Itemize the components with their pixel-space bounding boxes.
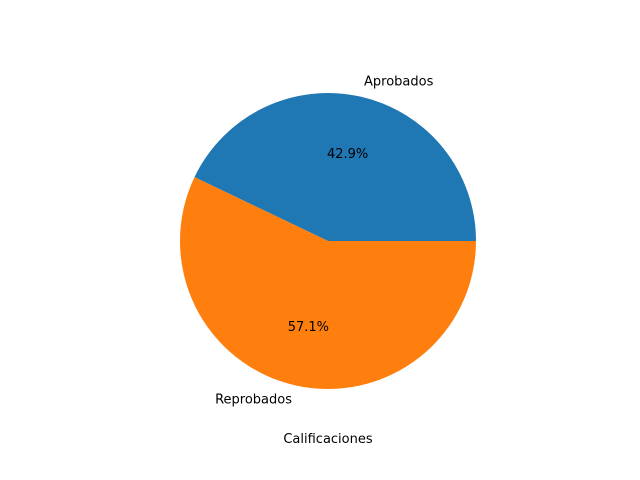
pie-labels: 42.9% Aprobados 57.1% Reprobados xyxy=(215,75,434,408)
pie-slice-reprobados xyxy=(180,177,477,389)
x-axis-label: Calificaciones xyxy=(283,432,373,447)
category-label-aprobados: Aprobados xyxy=(364,75,434,90)
pie-slice-aprobados xyxy=(194,92,476,242)
category-label-reprobados: Reprobados xyxy=(215,392,292,407)
percent-label-aprobados: 42.9% xyxy=(327,147,368,162)
percent-label-reprobados: 57.1% xyxy=(288,320,329,335)
pie-slices xyxy=(180,92,477,389)
